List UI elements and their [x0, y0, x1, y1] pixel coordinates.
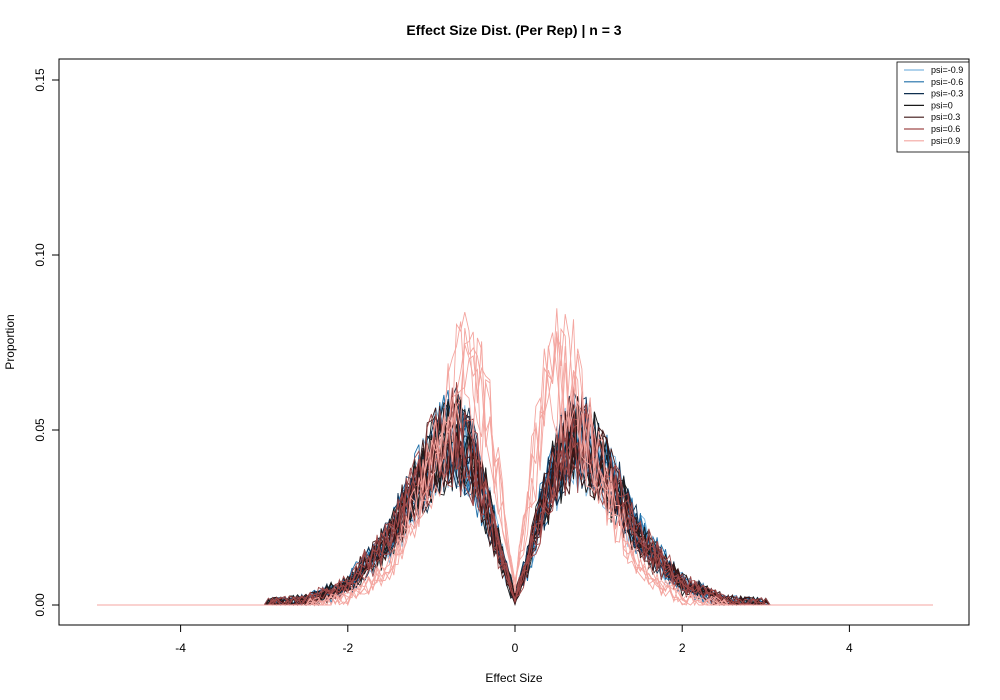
x-tick-label: 0	[512, 641, 519, 655]
series-line-psi-0.9-rep-2	[97, 396, 933, 606]
legend-entry: psi=-0.9	[931, 65, 963, 75]
series-line-psi0.9-rep-2	[97, 321, 933, 606]
series-line-psi-0.9-rep-5	[97, 389, 933, 606]
series-line-psi0-rep-3	[97, 391, 933, 607]
series-line-psi0.9-rep-6	[97, 308, 933, 606]
series-line-psi0.9-rep-3	[97, 327, 933, 606]
series-line-psi0.3-rep-3	[97, 397, 933, 606]
series-line-psi-0.6-rep-4	[97, 402, 933, 607]
series-line-psi0-rep-4	[97, 402, 933, 606]
series-line-psi-0.3-rep-3	[97, 385, 933, 606]
series-line-psi-0.3-rep-4	[97, 398, 933, 606]
series-line-psi0-rep-1	[97, 411, 933, 606]
series-line-psi0-rep-2	[97, 396, 933, 606]
series-line-psi-0.6-rep-1	[97, 389, 933, 606]
series-line-psi0.6-rep-5	[97, 387, 933, 606]
legend-box	[896, 61, 970, 153]
x-tick-label: 4	[846, 641, 853, 655]
series-line-psi-0.3-rep-6	[97, 397, 933, 606]
series-line-psi0-rep-6	[97, 396, 933, 606]
y-tick-label: 0.00	[33, 593, 47, 617]
series-line-psi0.6-rep-3	[97, 382, 933, 607]
legend-entry: psi=0.6	[931, 124, 960, 134]
series-line-psi-0.6-rep-6	[97, 394, 933, 606]
series-line-psi0.3-rep-6	[97, 405, 933, 607]
series-line-psi-0.6-rep-3	[97, 411, 933, 606]
series-line-psi0.6-rep-1	[97, 395, 933, 607]
series-line-psi0.3-rep-2	[97, 399, 933, 606]
series-line-psi-0.9-rep-6	[97, 399, 933, 607]
series-line-psi0.9-rep-5	[97, 312, 933, 607]
series-line-psi-0.9-rep-1	[97, 386, 933, 606]
y-tick-label: 0.10	[33, 243, 47, 267]
series-line-psi0.6-rep-6	[97, 405, 933, 606]
series-line-psi0.6-rep-4	[97, 402, 933, 606]
series-line-psi0-rep-5	[97, 395, 933, 606]
series-line-psi0.6-rep-2	[97, 397, 933, 606]
y-tick-label: 0.05	[33, 418, 47, 442]
series-line-psi0.3-rep-5	[97, 413, 933, 606]
legend-entry: psi=0.3	[931, 112, 960, 122]
x-tick-label: -2	[342, 641, 353, 655]
series-line-psi0.9-rep-4	[97, 328, 933, 606]
y-axis: 0.00 0.05 0.10 0.15	[33, 68, 60, 617]
series-line-psi-0.3-rep-2	[97, 412, 933, 606]
legend-entry: psi=-0.6	[931, 77, 963, 87]
y-axis-label: Proportion	[3, 314, 17, 369]
series-line-psi-0.9-rep-4	[97, 401, 933, 606]
x-tick-label: 2	[679, 641, 686, 655]
legend-entry: psi=0	[931, 100, 953, 110]
series-line-psi-0.9-rep-3	[97, 389, 933, 606]
series-lines	[97, 308, 933, 607]
series-line-psi0.3-rep-1	[97, 397, 933, 607]
x-tick-label: -4	[175, 641, 186, 655]
x-axis: -4 -2 0 2 4	[175, 624, 853, 655]
legend-entry: psi=-0.3	[931, 89, 963, 99]
legend-entry: psi=0.9	[931, 136, 960, 146]
series-line-psi0.3-rep-4	[97, 404, 933, 606]
x-axis-label: Effect Size	[485, 671, 542, 685]
series-line-psi-0.3-rep-1	[97, 395, 933, 606]
chart-title: Effect Size Dist. (Per Rep) | n = 3	[406, 22, 621, 38]
series-line-psi-0.3-rep-5	[97, 390, 933, 606]
series-line-psi0.9-rep-1	[97, 314, 933, 607]
y-tick-label: 0.15	[33, 68, 47, 92]
series-line-psi-0.6-rep-5	[97, 402, 933, 606]
plot-area	[58, 58, 970, 626]
series-line-psi-0.6-rep-2	[97, 409, 933, 606]
